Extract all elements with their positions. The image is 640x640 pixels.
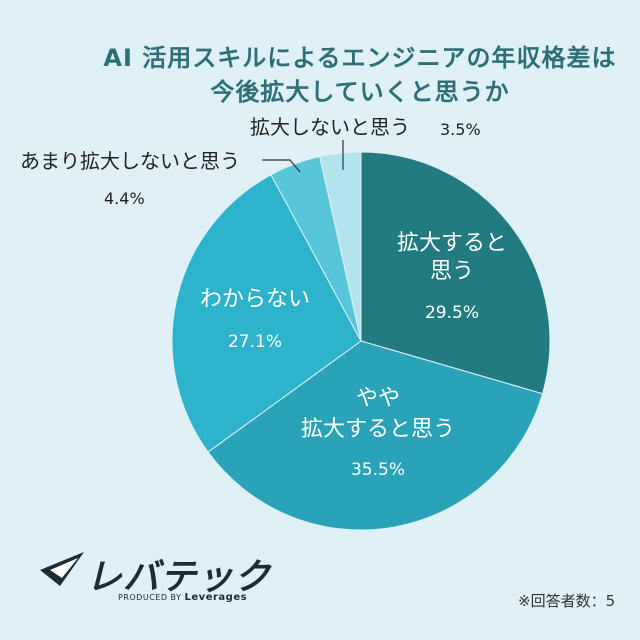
slice-label-1-line-1: 拡大すると思う xyxy=(301,417,455,442)
pie-slice-2 xyxy=(171,174,362,453)
slice-label-3: あまり拡大しないと思う xyxy=(20,149,240,173)
logo-subtitle: PRODUCED BY Leverages xyxy=(118,592,247,603)
levtech-logo-icon xyxy=(40,552,84,586)
brand-text: Leverages xyxy=(184,592,248,603)
pie-slice-4 xyxy=(319,151,362,342)
logo-text: レバテック xyxy=(86,557,272,598)
slice-value-2: 27.1% xyxy=(228,332,282,352)
slice-label-0-line-0: 拡大すると xyxy=(397,231,507,256)
slice-value-3: 4.4% xyxy=(104,189,145,208)
slice-label-4: 拡大しないと思う xyxy=(250,115,410,139)
slice-label-2-line-0: わからない xyxy=(200,287,310,312)
slice-label-1-line-0: やや xyxy=(356,386,400,411)
slice-value-1: 35.5% xyxy=(351,460,405,480)
pie-slice-1 xyxy=(207,340,544,531)
chart-title-line-1: AI 活用スキルによるエンジニアの年収格差は xyxy=(103,44,617,72)
produced-by-text: PRODUCED BY xyxy=(118,593,182,602)
leader-line-3 xyxy=(262,159,301,173)
chart-title-line-2: 今後拡大していくと思うか xyxy=(210,78,510,106)
pie-slice-0 xyxy=(360,151,551,395)
slice-label-0-line-1: 思う xyxy=(430,259,474,284)
respondent-count-note: ※回答者数：5 xyxy=(518,592,616,610)
slice-value-4: 3.5% xyxy=(440,120,481,139)
slice-value-0: 29.5% xyxy=(425,303,479,323)
